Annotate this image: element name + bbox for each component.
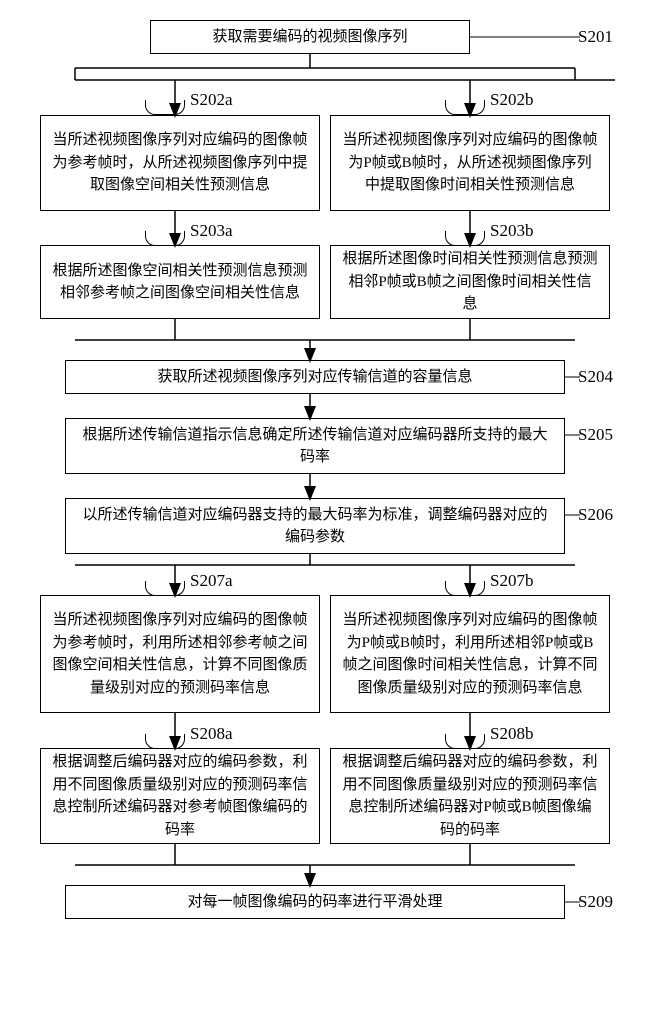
label-callout xyxy=(445,581,485,596)
box-text: 根据调整后编码器对应的编码参数，利用不同图像质量级别对应的预测码率信息控制所述编… xyxy=(341,751,599,841)
step-label-s208b: S208b xyxy=(490,724,533,744)
flow-box-s205: 根据所述传输信道指示信息确定所述传输信道对应编码器所支持的最大码率 xyxy=(65,418,565,474)
box-text: 根据所述图像空间相关性预测信息预测相邻参考帧之间图像空间相关性信息 xyxy=(51,260,309,305)
step-label-s203b: S203b xyxy=(490,221,533,241)
label-callout xyxy=(445,734,485,749)
label-callout xyxy=(445,100,485,115)
step-label-s202b: S202b xyxy=(490,90,533,110)
step-label-s208a: S208a xyxy=(190,724,233,744)
flow-box-s207a: 当所述视频图像序列对应编码的图像帧为参考帧时，利用所述相邻参考帧之间图像空间相关… xyxy=(40,595,320,713)
box-text: 对每一帧图像编码的码率进行平滑处理 xyxy=(187,891,442,914)
step-label-s202a: S202a xyxy=(190,90,233,110)
box-text: 当所述视频图像序列对应编码的图像帧为参考帧时，从所述视频图像序列中提取图像空间相… xyxy=(51,129,309,197)
box-text: 当所述视频图像序列对应编码的图像帧为参考帧时，利用所述相邻参考帧之间图像空间相关… xyxy=(51,609,309,699)
flow-box-s204: 获取所述视频图像序列对应传输信道的容量信息 xyxy=(65,360,565,394)
box-text: 根据所述传输信道指示信息确定所述传输信道对应编码器所支持的最大码率 xyxy=(76,424,554,469)
label-callout xyxy=(145,231,185,246)
step-label-s207a: S207a xyxy=(190,571,233,591)
label-callout xyxy=(145,100,185,115)
box-text: 根据调整后编码器对应的编码参数，利用不同图像质量级别对应的预测码率信息控制所述编… xyxy=(51,751,309,841)
flowchart-container: 获取需要编码的视频图像序列当所述视频图像序列对应编码的图像帧为参考帧时，从所述视… xyxy=(20,20,630,990)
flow-box-s203b: 根据所述图像时间相关性预测信息预测相邻P帧或B帧之间图像时间相关性信息 xyxy=(330,245,610,319)
flow-box-s206: 以所述传输信道对应编码器支持的最大码率为标准，调整编码器对应的编码参数 xyxy=(65,498,565,554)
flow-box-s201: 获取需要编码的视频图像序列 xyxy=(150,20,470,54)
step-label-s204: S204 xyxy=(578,367,613,387)
flow-box-s202a: 当所述视频图像序列对应编码的图像帧为参考帧时，从所述视频图像序列中提取图像空间相… xyxy=(40,115,320,211)
label-callout xyxy=(445,231,485,246)
box-text: 获取需要编码的视频图像序列 xyxy=(212,26,407,49)
box-text: 获取所述视频图像序列对应传输信道的容量信息 xyxy=(157,366,472,389)
flow-box-s202b: 当所述视频图像序列对应编码的图像帧为P帧或B帧时，从所述视频图像序列中提取图像时… xyxy=(330,115,610,211)
flow-box-s209: 对每一帧图像编码的码率进行平滑处理 xyxy=(65,885,565,919)
box-text: 以所述传输信道对应编码器支持的最大码率为标准，调整编码器对应的编码参数 xyxy=(76,504,554,549)
box-text: 当所述视频图像序列对应编码的图像帧为P帧或B帧时，从所述视频图像序列中提取图像时… xyxy=(341,129,599,197)
step-label-s209: S209 xyxy=(578,892,613,912)
flow-box-s208a: 根据调整后编码器对应的编码参数，利用不同图像质量级别对应的预测码率信息控制所述编… xyxy=(40,748,320,844)
step-label-s201: S201 xyxy=(578,27,613,47)
step-label-s205: S205 xyxy=(578,425,613,445)
box-text: 当所述视频图像序列对应编码的图像帧为P帧或B帧时，利用所述相邻P帧或B帧之间图像… xyxy=(341,609,599,699)
flow-box-s207b: 当所述视频图像序列对应编码的图像帧为P帧或B帧时，利用所述相邻P帧或B帧之间图像… xyxy=(330,595,610,713)
flow-box-s208b: 根据调整后编码器对应的编码参数，利用不同图像质量级别对应的预测码率信息控制所述编… xyxy=(330,748,610,844)
label-callout xyxy=(145,581,185,596)
step-label-s206: S206 xyxy=(578,505,613,525)
step-label-s203a: S203a xyxy=(190,221,233,241)
step-label-s207b: S207b xyxy=(490,571,533,591)
label-callout xyxy=(145,734,185,749)
flow-box-s203a: 根据所述图像空间相关性预测信息预测相邻参考帧之间图像空间相关性信息 xyxy=(40,245,320,319)
box-text: 根据所述图像时间相关性预测信息预测相邻P帧或B帧之间图像时间相关性信息 xyxy=(341,248,599,316)
